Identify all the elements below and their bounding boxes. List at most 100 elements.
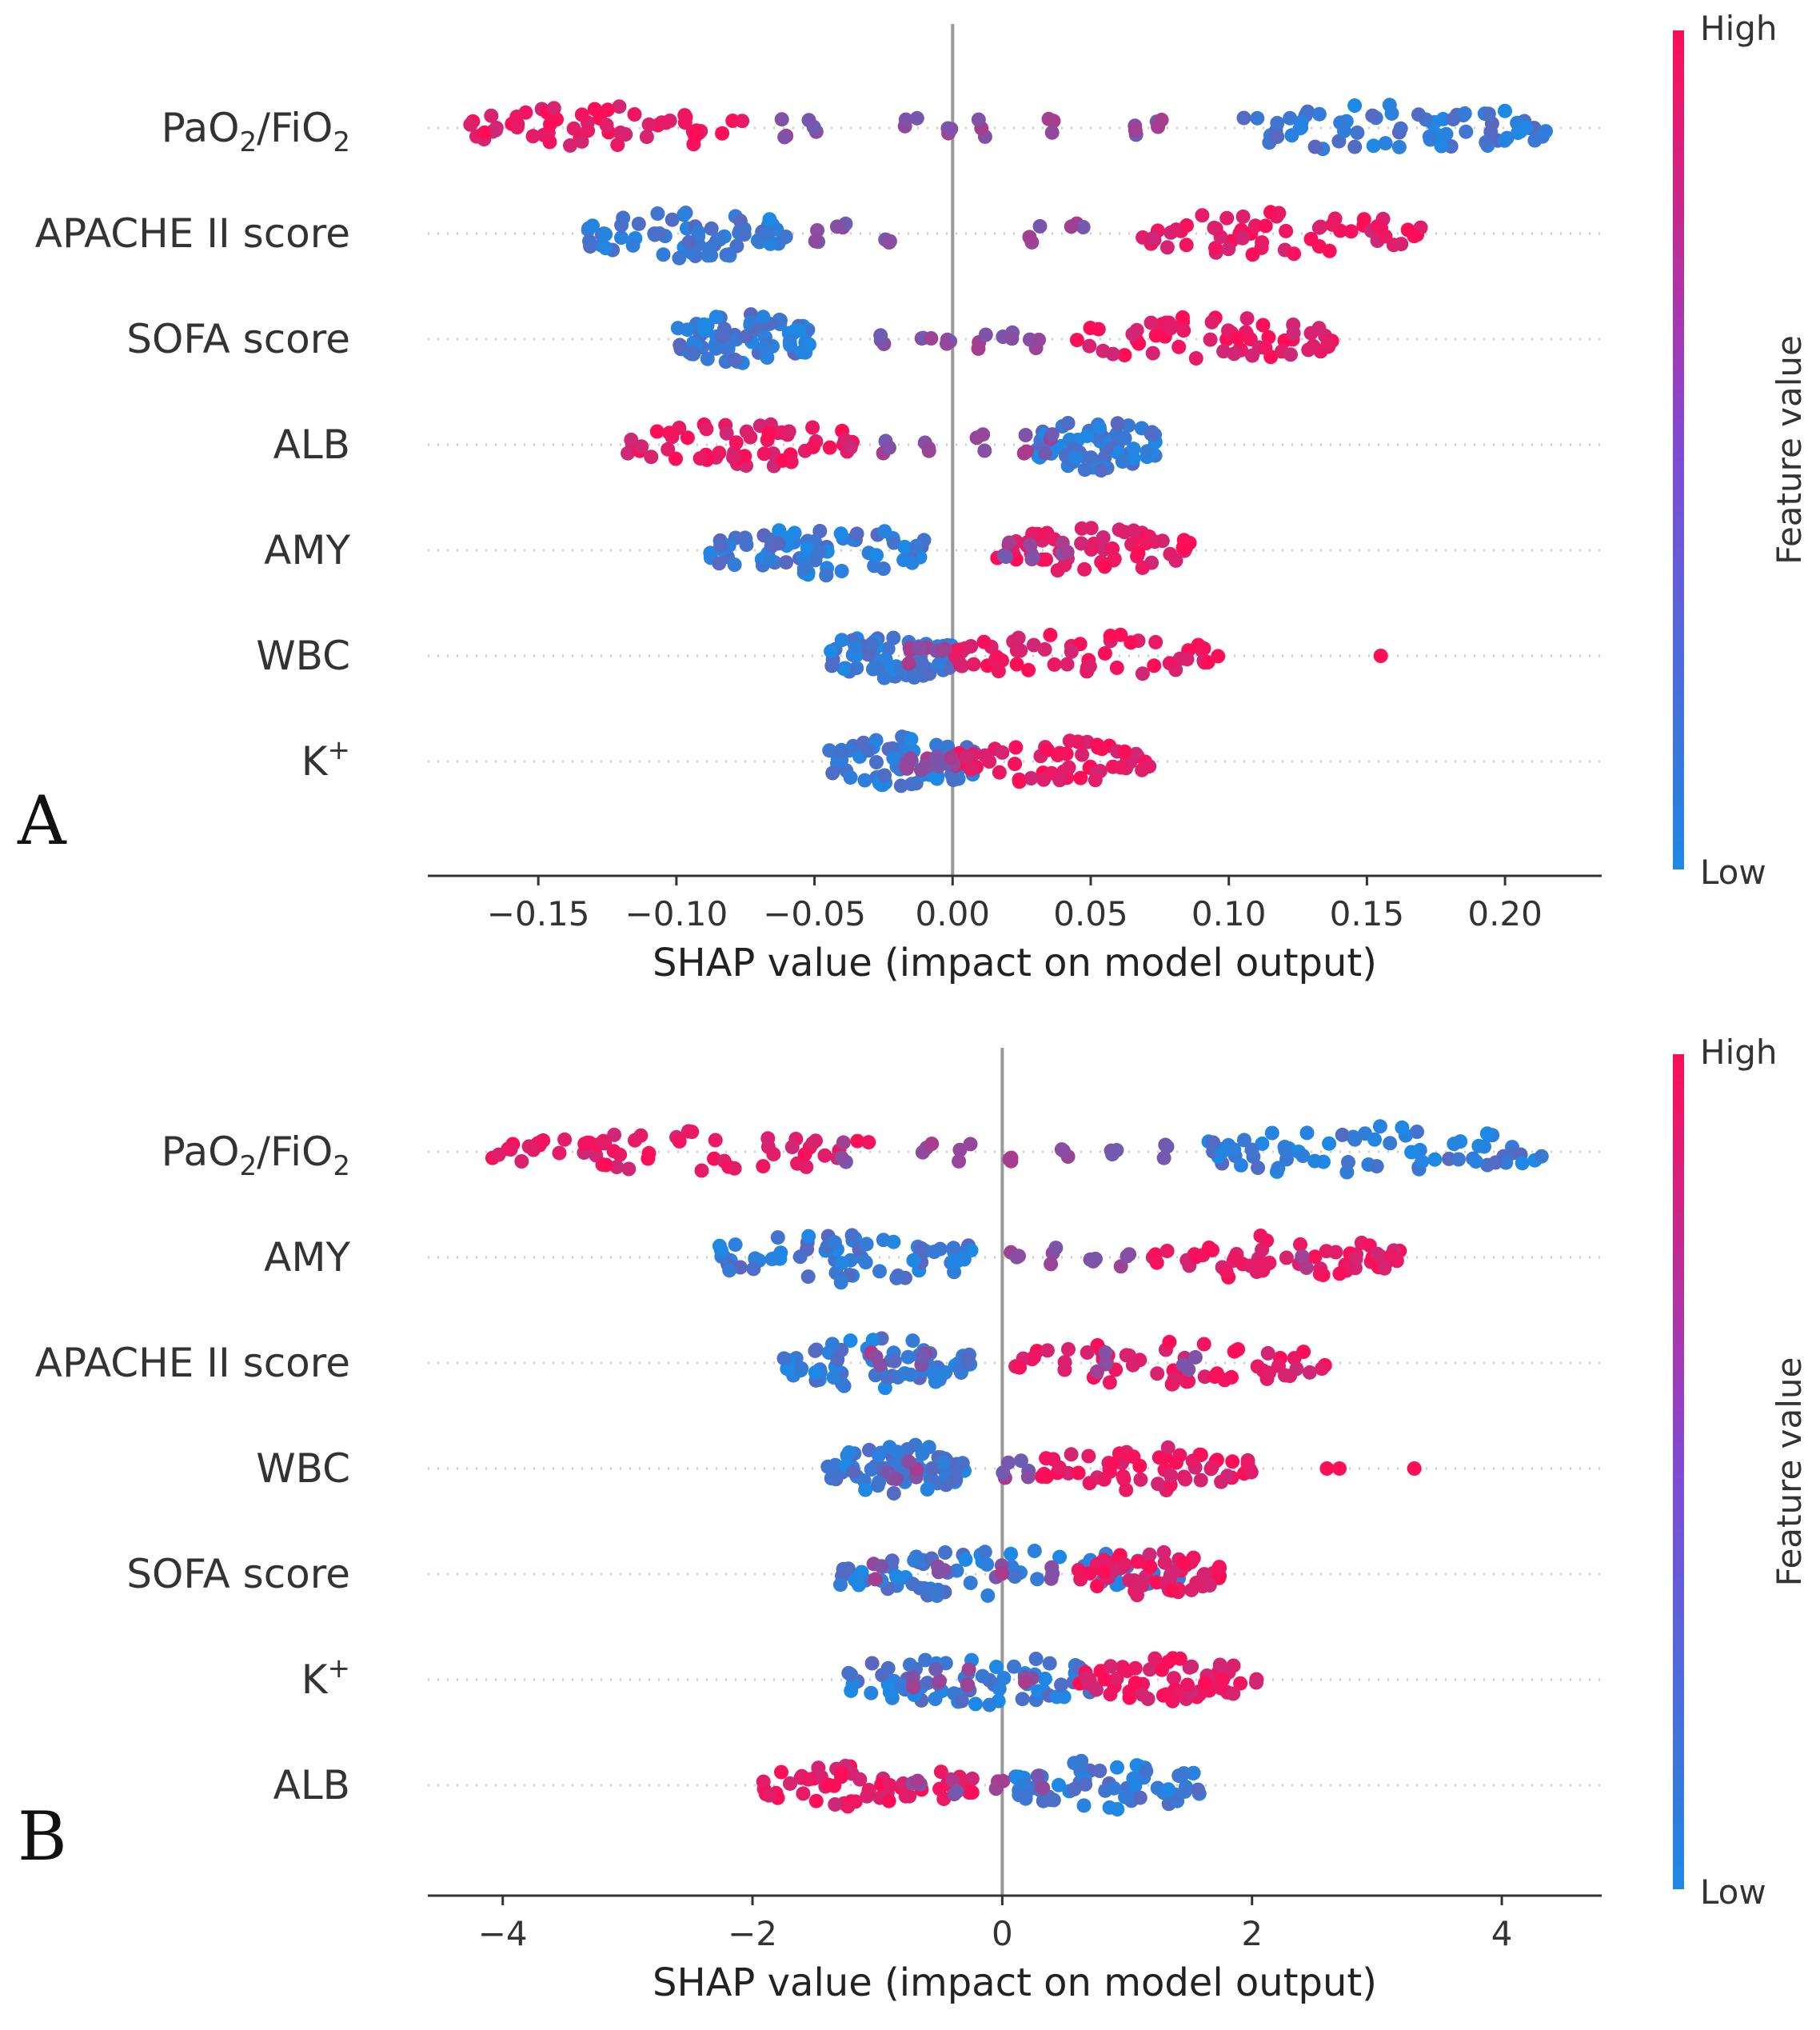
- shap-point: [971, 112, 986, 127]
- shap-point: [1122, 1684, 1137, 1699]
- shap-point: [1255, 235, 1270, 250]
- shap-point: [1196, 641, 1211, 656]
- shap-point: [861, 1135, 876, 1150]
- shap-point: [910, 1773, 925, 1788]
- shap-point: [904, 777, 919, 792]
- shap-point: [991, 664, 1006, 679]
- shap-point: [1477, 1139, 1491, 1154]
- shap-point: [1149, 1255, 1164, 1270]
- shap-point: [1195, 208, 1210, 223]
- shap-point: [624, 432, 639, 447]
- shap-point: [1202, 1578, 1217, 1593]
- feature-label: WBC: [256, 1445, 350, 1492]
- shap-point: [1067, 1781, 1082, 1796]
- shap-point: [1008, 757, 1023, 772]
- shap-point: [463, 117, 478, 132]
- shap-point: [1098, 1345, 1113, 1361]
- feature-dots: [822, 729, 1157, 793]
- shap-point: [1155, 1688, 1171, 1703]
- shap-point: [834, 1256, 849, 1271]
- shap-point: [1084, 450, 1099, 466]
- shap-point: [1052, 745, 1068, 761]
- feature-dots: [712, 1228, 1407, 1290]
- shap-point: [1198, 1676, 1213, 1691]
- shap-point: [1160, 1440, 1175, 1455]
- shap-point: [1077, 561, 1092, 577]
- shap-point: [491, 1147, 506, 1162]
- shap-point: [834, 1150, 849, 1165]
- shap-point: [1179, 238, 1194, 253]
- shap-point: [836, 1135, 851, 1150]
- shap-point: [775, 453, 790, 468]
- shap-point: [1250, 1359, 1265, 1374]
- shap-point: [1295, 1149, 1311, 1164]
- shap-point: [612, 99, 627, 114]
- shap-point: [1295, 1249, 1310, 1264]
- shap-point: [1263, 205, 1278, 220]
- shap-point: [1090, 1579, 1104, 1593]
- shap-point: [912, 641, 928, 656]
- shap-point: [948, 643, 964, 658]
- shap-point: [715, 126, 730, 141]
- shap-point: [1126, 442, 1141, 457]
- shap-point: [1004, 331, 1020, 346]
- shap-point: [1468, 1154, 1483, 1169]
- shap-point: [631, 216, 646, 231]
- colorbar-low-label: Low: [1700, 1872, 1766, 1912]
- shap-point: [995, 1566, 1010, 1581]
- shap-point: [1497, 133, 1512, 148]
- shap-point: [728, 435, 744, 450]
- shap-point: [1269, 129, 1284, 144]
- shap-point: [1322, 1136, 1337, 1151]
- shap-point: [1193, 1473, 1208, 1488]
- shap-point: [1128, 122, 1143, 138]
- shap-point: [1132, 1790, 1147, 1805]
- shap-point: [1373, 649, 1388, 663]
- shap-point: [920, 1482, 935, 1497]
- shap-point: [1022, 537, 1037, 553]
- shap-point: [1110, 1760, 1124, 1775]
- shap-point: [727, 557, 742, 572]
- shap-point: [1369, 1159, 1384, 1174]
- feature-dots: [463, 98, 1553, 157]
- shap-point: [1088, 773, 1103, 788]
- shap-point: [1132, 1458, 1147, 1473]
- shap-point: [1311, 106, 1327, 122]
- shap-point: [1088, 1251, 1103, 1266]
- shap-point: [1169, 1455, 1183, 1470]
- shap-point: [1457, 106, 1472, 121]
- shap-point: [1539, 124, 1553, 139]
- feature-dots: [824, 627, 1388, 685]
- x-tick-label: −0.05: [763, 894, 866, 933]
- shap-point: [585, 218, 600, 234]
- x-tick-label: 0.20: [1467, 894, 1543, 933]
- shap-point: [1202, 1240, 1216, 1255]
- shap-point: [1113, 760, 1128, 775]
- shap-point: [1090, 737, 1105, 753]
- shap-point: [627, 107, 642, 122]
- shap-point: [1203, 332, 1218, 347]
- shap-point: [1142, 1547, 1157, 1562]
- x-tick-label: −0.15: [487, 894, 590, 933]
- shap-point: [1069, 333, 1084, 348]
- shap-point: [1078, 1776, 1093, 1792]
- shap-point: [1221, 242, 1236, 257]
- shap-point: [1341, 1155, 1355, 1169]
- shap-point: [828, 1797, 843, 1812]
- shap-point: [774, 1764, 788, 1780]
- shap-point: [1092, 420, 1107, 435]
- panel-label: B: [18, 1797, 67, 1876]
- shap-point: [846, 1464, 861, 1479]
- shap-point: [1077, 462, 1092, 478]
- shap-point: [1481, 106, 1496, 122]
- shap-point: [796, 561, 812, 576]
- shap-point: [1045, 1566, 1060, 1581]
- shap-point: [1175, 540, 1191, 555]
- shap-point: [1074, 536, 1089, 551]
- shap-point: [869, 755, 884, 769]
- shap-point: [1120, 1789, 1135, 1804]
- shap-point: [1193, 1448, 1208, 1462]
- shap-point: [1204, 1460, 1219, 1475]
- shap-point: [922, 666, 937, 681]
- shap-point: [1251, 1256, 1267, 1271]
